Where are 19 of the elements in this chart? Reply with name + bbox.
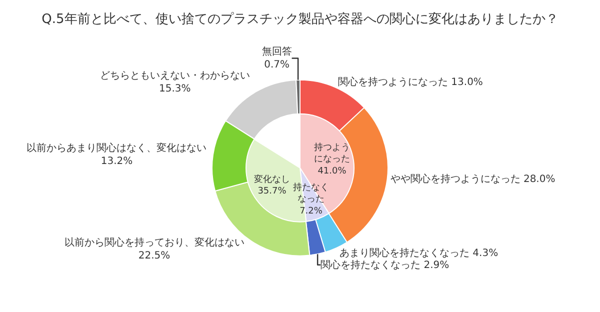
slice-label: やや関心を持つようになった 28.0%: [390, 173, 556, 186]
slice-label: 持たなくなった: [293, 182, 329, 205]
data-label: 13.2%: [100, 156, 133, 167]
chart-title: Q.5年前と比べて、使い捨てのプラスチック製品や容器への関心に変化はありましたか？: [42, 11, 558, 28]
slice-label: 以前からあまり関心はなく、変化はない: [26, 142, 207, 154]
slice-label: 以前から関心を持っており、変化はない: [64, 236, 244, 249]
slice-label: あまり関心を持たなくなった 4.3%: [339, 246, 498, 259]
slice-label: どちらともいえない・わからない: [100, 70, 250, 82]
slice-label: 持つようになった: [314, 142, 350, 165]
data-label: 15.3%: [159, 84, 191, 95]
slice-label: 無回答: [262, 46, 292, 58]
slice-label: 変化なし: [254, 174, 290, 185]
data-label: 35.7%: [258, 186, 287, 197]
data-label: 0.7%: [264, 60, 290, 71]
data-label: 41.0%: [318, 166, 347, 176]
slice-label: 関心を持たなくなった 2.9%: [320, 258, 450, 271]
data-label: 7.2%: [300, 206, 323, 216]
data-label: 22.5%: [138, 250, 170, 262]
slice-label: 関心を持つようになった 13.0%: [338, 76, 483, 88]
